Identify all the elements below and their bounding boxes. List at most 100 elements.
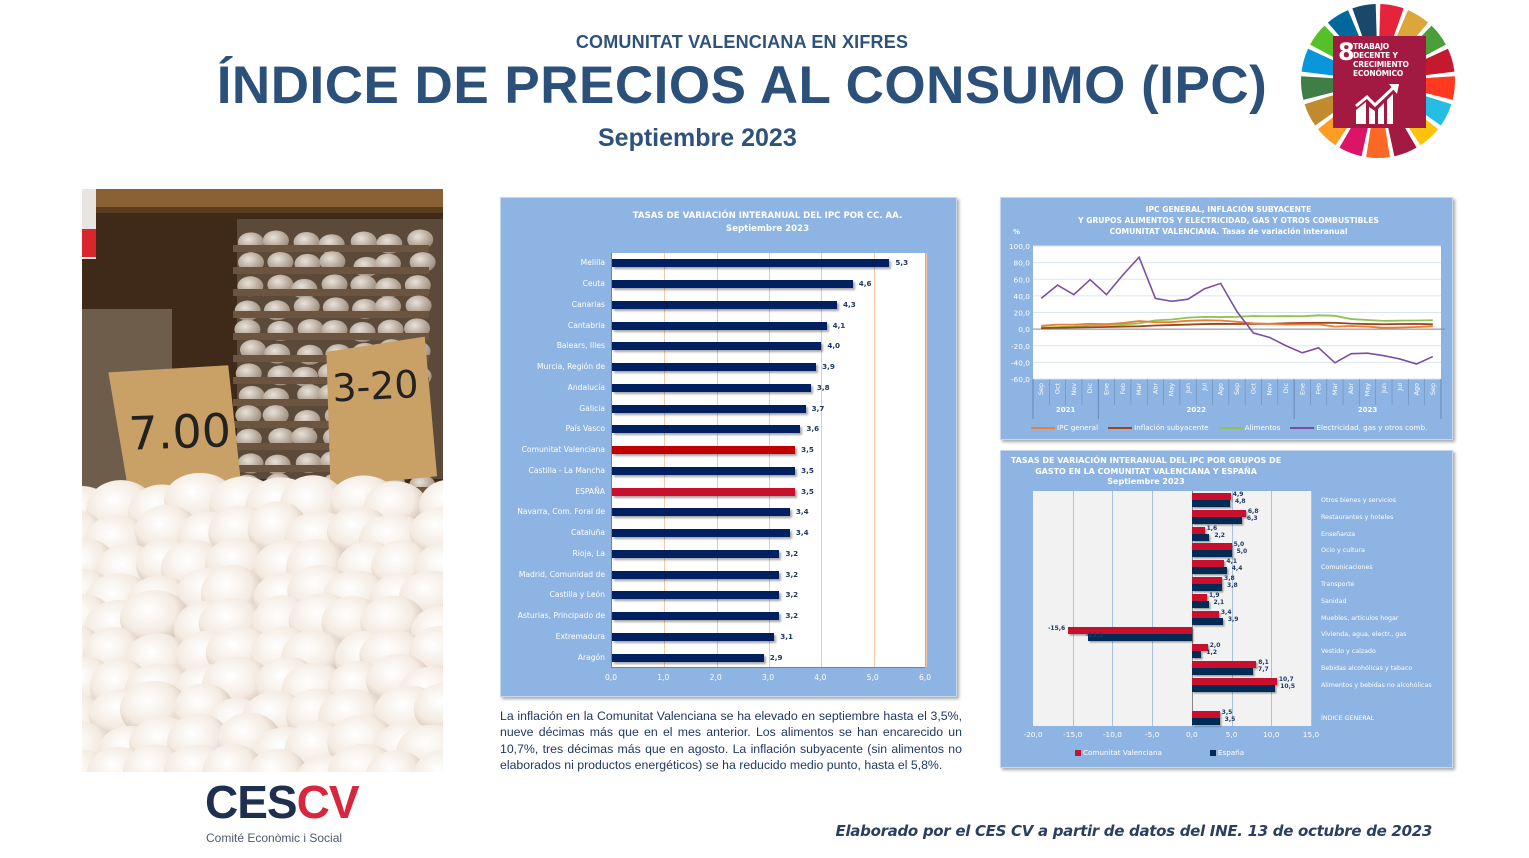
category-label: Murcia, Región de [537, 362, 605, 372]
bar-cv [1191, 711, 1220, 719]
category-label: Vestido y calzado [1321, 648, 1376, 656]
legend-item: Electricidad, gas y otros comb. [1290, 423, 1427, 432]
eggs-market-photo: 7.00 3-20 [82, 189, 443, 772]
gridline [926, 253, 927, 667]
legend-item: IPC general [1031, 423, 1098, 432]
svg-text:Nov: Nov [1070, 383, 1078, 396]
svg-text:Sep: Sep [1429, 383, 1437, 395]
bar-value: 3,1 [780, 631, 793, 641]
bar-value: 3,9 [1227, 615, 1239, 623]
gridline [1072, 491, 1074, 726]
gridline [1152, 491, 1154, 726]
bar-galicia [612, 404, 806, 413]
bar-es [1191, 516, 1242, 524]
x-tick-label: 0,0 [1185, 730, 1198, 739]
category-label: Canarias [571, 299, 605, 309]
category-label: Transporte [1321, 580, 1355, 588]
bar-value: 3,5 [801, 445, 814, 455]
x-tick-label: 15,0 [1302, 730, 1320, 739]
gridline [1112, 491, 1114, 726]
bar-value: 3,5 [1224, 716, 1236, 724]
x-tick-label: 1,0 [657, 673, 670, 682]
chart-title: TASAS DE VARIACIÓN INTERANUAL DEL IPC PO… [632, 211, 903, 234]
growth-chart-icon [1355, 84, 1399, 124]
svg-text:2023: 2023 [1358, 406, 1378, 414]
price-sign-1: 7.00 [128, 403, 232, 461]
bar-país-vasco [612, 425, 801, 434]
category-label: Balears, Illes [556, 341, 605, 351]
category-label: Asturias, Principado de [517, 611, 605, 621]
bar-es [1191, 651, 1202, 659]
bar-value: 3,8 [816, 382, 830, 392]
legend-item-es: España [1209, 748, 1244, 757]
bar-value: 1,9 [1208, 591, 1220, 599]
bar-aragón [612, 653, 764, 662]
bar-cv [1191, 644, 1208, 652]
bar-value: 2,9 [769, 652, 783, 662]
category-label: Sanidad [1321, 597, 1347, 605]
category-label: Cantabria [567, 320, 605, 330]
category-label: Bebidas alcohólicas y tabaco [1321, 664, 1413, 672]
svg-text:40,0: 40,0 [1014, 292, 1031, 301]
x-tick-label: 2,0 [709, 673, 722, 682]
bar-castilla-y-león [612, 591, 780, 600]
bar-es [1191, 583, 1223, 591]
category-label: ESPAÑA [575, 486, 605, 496]
svg-text:-40,0: -40,0 [1011, 358, 1030, 367]
bar-value: 6,8 [1247, 507, 1259, 515]
gridline [716, 253, 718, 667]
bar-value: 3,5 [801, 465, 814, 475]
bar-cv [1067, 627, 1192, 635]
bar-value: 3,2 [785, 590, 799, 600]
gridline [1231, 491, 1233, 726]
svg-text:Abr: Abr [1151, 383, 1159, 394]
svg-text:Nov: Nov [1266, 383, 1274, 396]
logo-tagline: Comité Econòmic i Social [206, 831, 343, 845]
bar-cv [1191, 543, 1232, 551]
bar-cv [1191, 593, 1207, 601]
bar-andalucía [612, 383, 811, 392]
svg-text:-20,0: -20,0 [1011, 342, 1030, 351]
bar-value: 4,8 [1234, 498, 1246, 505]
svg-text:Oct: Oct [1053, 383, 1061, 395]
bar-es [1191, 550, 1232, 558]
svg-text:Mar: Mar [1135, 383, 1143, 395]
svg-text:20,0: 20,0 [1014, 309, 1031, 318]
bar-value: 1,6 [1206, 524, 1218, 532]
svg-text:Ago: Ago [1413, 383, 1421, 395]
bar-value: 3,4 [795, 528, 809, 538]
bar-murcia-región-de [612, 363, 817, 372]
chart-ipc-ccaa: TASAS DE VARIACIÓN INTERANUAL DEL IPC PO… [500, 197, 957, 697]
category-label: Vivienda, agua, electr., gas [1321, 631, 1407, 639]
bar-value: 4,6 [858, 279, 872, 289]
gridline [1311, 491, 1312, 726]
bar-value: 3,7 [811, 403, 825, 413]
category-label: Rioja, La [572, 548, 605, 558]
x-tick-label: -15,0 [1063, 730, 1083, 739]
source-credit: Elaborado por el CES CV a partir de dato… [835, 822, 1433, 840]
legend-item: Alimentos [1218, 423, 1280, 432]
bar-es [1191, 533, 1210, 541]
bar-es [1191, 684, 1276, 692]
sdg-text: TRABAJO DECENTE Y CRECIMIENTO ECONÓMICO [1353, 42, 1409, 78]
svg-text:60,0: 60,0 [1014, 275, 1031, 284]
bar-value: 3,8 [1224, 574, 1235, 582]
svg-text:80,0: 80,0 [1014, 259, 1031, 268]
bar-value: 4,3 [843, 299, 856, 309]
category-label: Madrid, Comunidad de [518, 569, 605, 579]
bar-es [1191, 567, 1227, 575]
svg-text:Feb: Feb [1315, 383, 1323, 394]
svg-text:Jun: Jun [1380, 383, 1388, 394]
bar-value: 3,6 [806, 424, 820, 434]
bar-value: 3,8 [1227, 581, 1238, 589]
bar-value: 7,7 [1258, 665, 1269, 673]
header-subtitle: COMUNITAT VALENCIANA EN XIFRES [575, 32, 909, 52]
bar-rioja-la [612, 549, 780, 558]
category-label: Aragón [577, 652, 605, 662]
bar-value: 4,9 [1232, 491, 1244, 498]
bar-cv [1191, 677, 1277, 685]
category-label: Otros bienes y servicios [1321, 497, 1397, 504]
gridline [1271, 491, 1273, 726]
x-tick-label: -20,0 [1023, 730, 1043, 739]
page-title: ÍNDICE DE PRECIOS AL CONSUMO (IPC) [216, 56, 1268, 115]
